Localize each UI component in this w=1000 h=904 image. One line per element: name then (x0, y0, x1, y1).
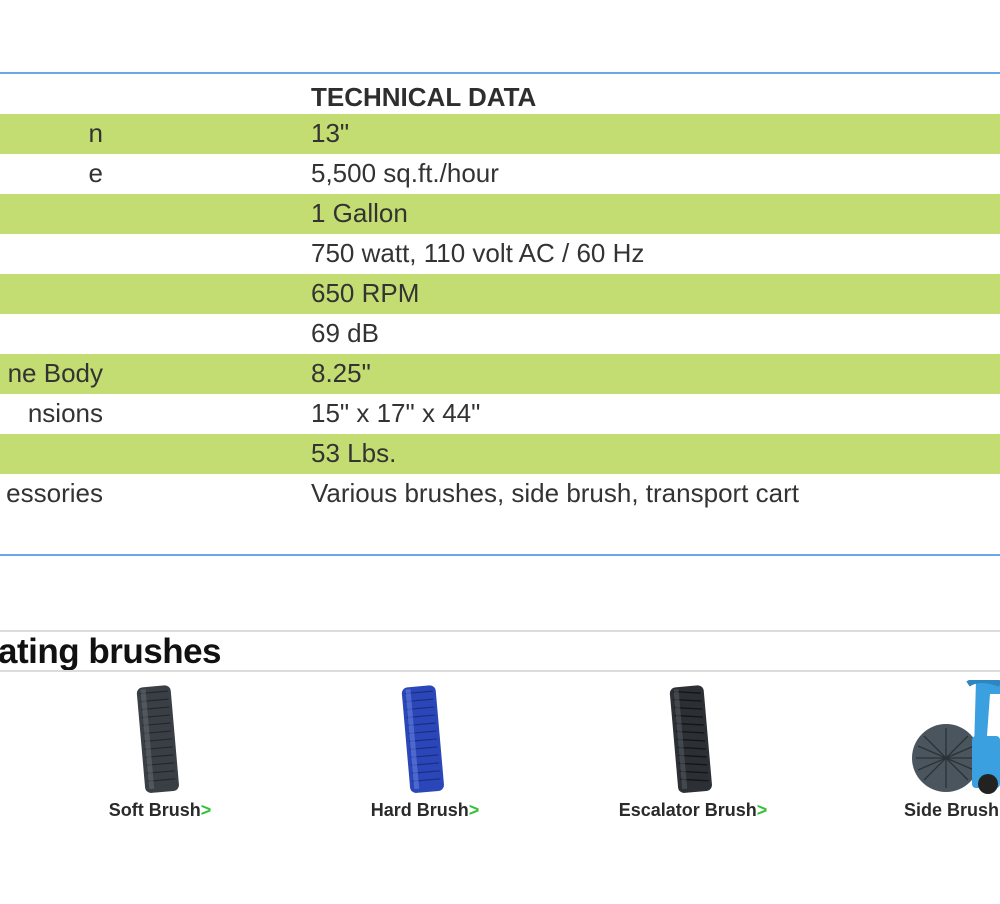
spec-value: 650 RPM (311, 278, 420, 308)
brush-item-hard[interactable]: Hard Brush> (310, 680, 540, 830)
brush-item-side[interactable]: Side Brush (868, 680, 1000, 830)
spec-label: ne Body (7, 358, 103, 388)
brush-caption-text[interactable]: Hard Brush (370, 800, 469, 820)
divider (0, 630, 1000, 632)
table-row: ne Body 8.25" (0, 354, 1000, 394)
side-brush-caption[interactable]: Side Brush (904, 800, 1000, 821)
divider (0, 670, 1000, 672)
spec-value: 8.25" (311, 358, 371, 388)
spec-value: 69 dB (311, 318, 379, 348)
spec-label: essories (6, 478, 103, 508)
escalator-brush-image (669, 685, 712, 793)
spec-value: 15" x 17" x 44" (311, 398, 481, 428)
table-row: 650 RPM (0, 274, 1000, 314)
soft-brush-image (136, 685, 179, 793)
spec-label: n (88, 118, 103, 148)
brush-item-soft[interactable]: Soft Brush> (45, 680, 275, 830)
technical-data-header: TECHNICAL DATA (311, 82, 537, 112)
table-row: essories Various brushes, side brush, tr… (0, 474, 1000, 514)
escalator-brush-caption[interactable]: Escalator Brush> (578, 800, 808, 821)
technical-data-table: n 13" e 5,500 sq.ft./hour 1 Gallon 750 w… (0, 114, 1000, 514)
brush-caption-text[interactable]: Escalator Brush (618, 800, 757, 820)
table-row: 69 dB (0, 314, 1000, 354)
brushes-title: ating brushes (0, 632, 221, 671)
arrow-icon: > (468, 800, 480, 820)
table-row: 53 Lbs. (0, 434, 1000, 474)
spec-value: 5,500 sq.ft./hour (311, 158, 499, 188)
spec-value: 1 Gallon (311, 198, 408, 228)
hard-brush-image (401, 685, 444, 793)
side-brush-image (912, 680, 1000, 794)
spec-value: 53 Lbs. (311, 438, 397, 468)
spec-value: Various brushes, side brush, transport c… (311, 478, 799, 508)
table-row: e 5,500 sq.ft./hour (0, 154, 1000, 194)
spec-label: e (88, 158, 103, 188)
spec-value: 13" (311, 118, 350, 148)
spec-label: nsions (27, 398, 103, 428)
technical-data-section: TECHNICAL DATA n 13" e 5,500 sq.ft./hour… (0, 72, 1000, 556)
arrow-icon: > (756, 800, 768, 820)
spec-value: 750 watt, 110 volt AC / 60 Hz (311, 238, 645, 268)
table-row: nsions 15" x 17" x 44" (0, 394, 1000, 434)
table-row: 1 Gallon (0, 194, 1000, 234)
brushes-section: ating brushes So (0, 630, 1000, 904)
table-row: 750 watt, 110 volt AC / 60 Hz (0, 234, 1000, 274)
soft-brush-caption[interactable]: Soft Brush> (45, 800, 275, 821)
brush-caption-text[interactable]: Side Brush (904, 800, 1000, 820)
table-row: n 13" (0, 114, 1000, 154)
hard-brush-caption[interactable]: Hard Brush> (310, 800, 540, 821)
brush-item-escalator[interactable]: Escalator Brush> (578, 680, 808, 830)
brush-caption-text[interactable]: Soft Brush (108, 800, 201, 820)
arrow-icon: > (200, 800, 212, 820)
